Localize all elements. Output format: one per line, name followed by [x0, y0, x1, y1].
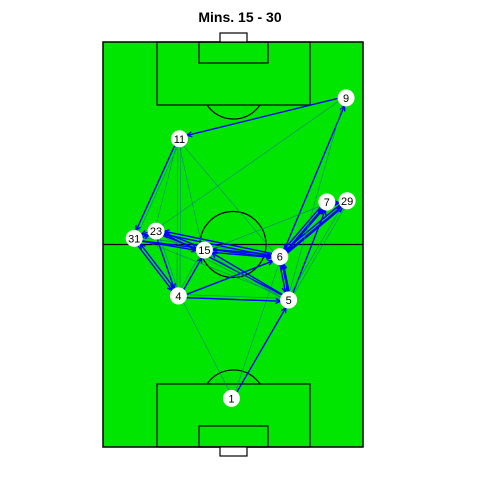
player-marker — [169, 287, 187, 305]
pass-9-to-23 — [161, 101, 339, 226]
player-marker — [337, 89, 355, 107]
player-node-7: 7 — [318, 193, 336, 211]
player-node-29: 29 — [338, 192, 356, 210]
pass-29-to-5 — [291, 206, 343, 293]
pass-1-to-6 — [235, 264, 279, 392]
player-node-6: 6 — [271, 248, 289, 266]
player-marker — [280, 291, 298, 309]
pass-23-to-4 — [156, 238, 176, 290]
player-node-15: 15 — [195, 241, 213, 259]
chart-title: Mins. 15 - 30 — [198, 9, 281, 25]
player-label: 29 — [341, 196, 353, 208]
pass-6-to-15 — [212, 248, 273, 256]
penalty-arc-top — [206, 104, 261, 120]
pass-6-to-23 — [164, 230, 273, 255]
pass-15-to-6 — [212, 251, 272, 259]
player-marker — [271, 248, 289, 266]
player-label: 15 — [198, 245, 210, 257]
pass-11-to-23 — [156, 146, 177, 224]
player-nodes: 1 4 5 6 7 29 9 11 23 31 15 — [125, 89, 356, 407]
penalty-arc-bottom — [206, 369, 261, 385]
player-marker — [147, 222, 165, 240]
player-label: 9 — [343, 93, 349, 105]
pass-31-to-11 — [138, 146, 178, 232]
pass-6-to-9 — [283, 105, 346, 251]
pass-31-to-15 — [141, 240, 197, 252]
player-label: 1 — [228, 393, 234, 405]
player-node-9: 9 — [337, 89, 355, 107]
pass-11-to-31 — [135, 145, 176, 231]
goal-top — [219, 32, 248, 43]
player-node-4: 4 — [169, 287, 187, 305]
pass-5-to-15 — [211, 252, 283, 296]
pass-4-to-23 — [159, 238, 178, 288]
pass-15-to-4 — [180, 256, 200, 289]
pass-31-to-4 — [137, 245, 173, 291]
pass-15-to-23 — [163, 232, 198, 247]
pass-4-to-5 — [186, 297, 281, 302]
pass-15-to-7 — [212, 206, 321, 249]
player-marker — [125, 229, 143, 247]
player-marker — [222, 389, 240, 407]
player-node-5: 5 — [280, 291, 298, 309]
player-marker — [338, 192, 356, 210]
player-label: 11 — [174, 134, 185, 146]
pass-6-to-5 — [279, 264, 287, 293]
player-marker — [318, 193, 336, 211]
player-node-1: 1 — [222, 389, 240, 407]
pass-11-to-6 — [183, 145, 274, 252]
player-node-31: 31 — [125, 229, 143, 247]
pass-23-to-6 — [163, 233, 272, 258]
pass-11-to-15 — [179, 146, 202, 243]
player-node-11: 11 — [170, 130, 188, 148]
player-label: 6 — [277, 252, 283, 264]
pass-9-to-11 — [186, 97, 339, 137]
player-label: 31 — [128, 233, 140, 245]
player-node-23: 23 — [147, 222, 165, 240]
pass-29-to-6 — [284, 204, 341, 251]
player-label: 23 — [150, 226, 162, 238]
pass-4-to-31 — [139, 243, 176, 290]
player-label: 5 — [286, 295, 292, 307]
pass-11-to-4 — [176, 146, 179, 288]
pass-7-to-6 — [283, 206, 322, 251]
pass-6-to-29 — [286, 206, 343, 254]
pass-5-to-4 — [186, 294, 281, 299]
player-label: 7 — [324, 197, 330, 209]
pass-4-to-6 — [186, 260, 274, 296]
goal-bottom — [219, 446, 248, 457]
pass-9-to-5 — [289, 105, 343, 292]
pass-1-to-4 — [183, 302, 230, 391]
pass-4-to-15 — [183, 257, 203, 291]
player-marker — [170, 130, 188, 148]
pass-1-to-5 — [236, 307, 287, 393]
pass-15-to-5 — [210, 255, 282, 298]
pass-5-to-29 — [293, 208, 345, 295]
player-label: 4 — [175, 291, 181, 303]
player-marker — [195, 241, 213, 259]
pass-4-to-11 — [179, 146, 182, 288]
